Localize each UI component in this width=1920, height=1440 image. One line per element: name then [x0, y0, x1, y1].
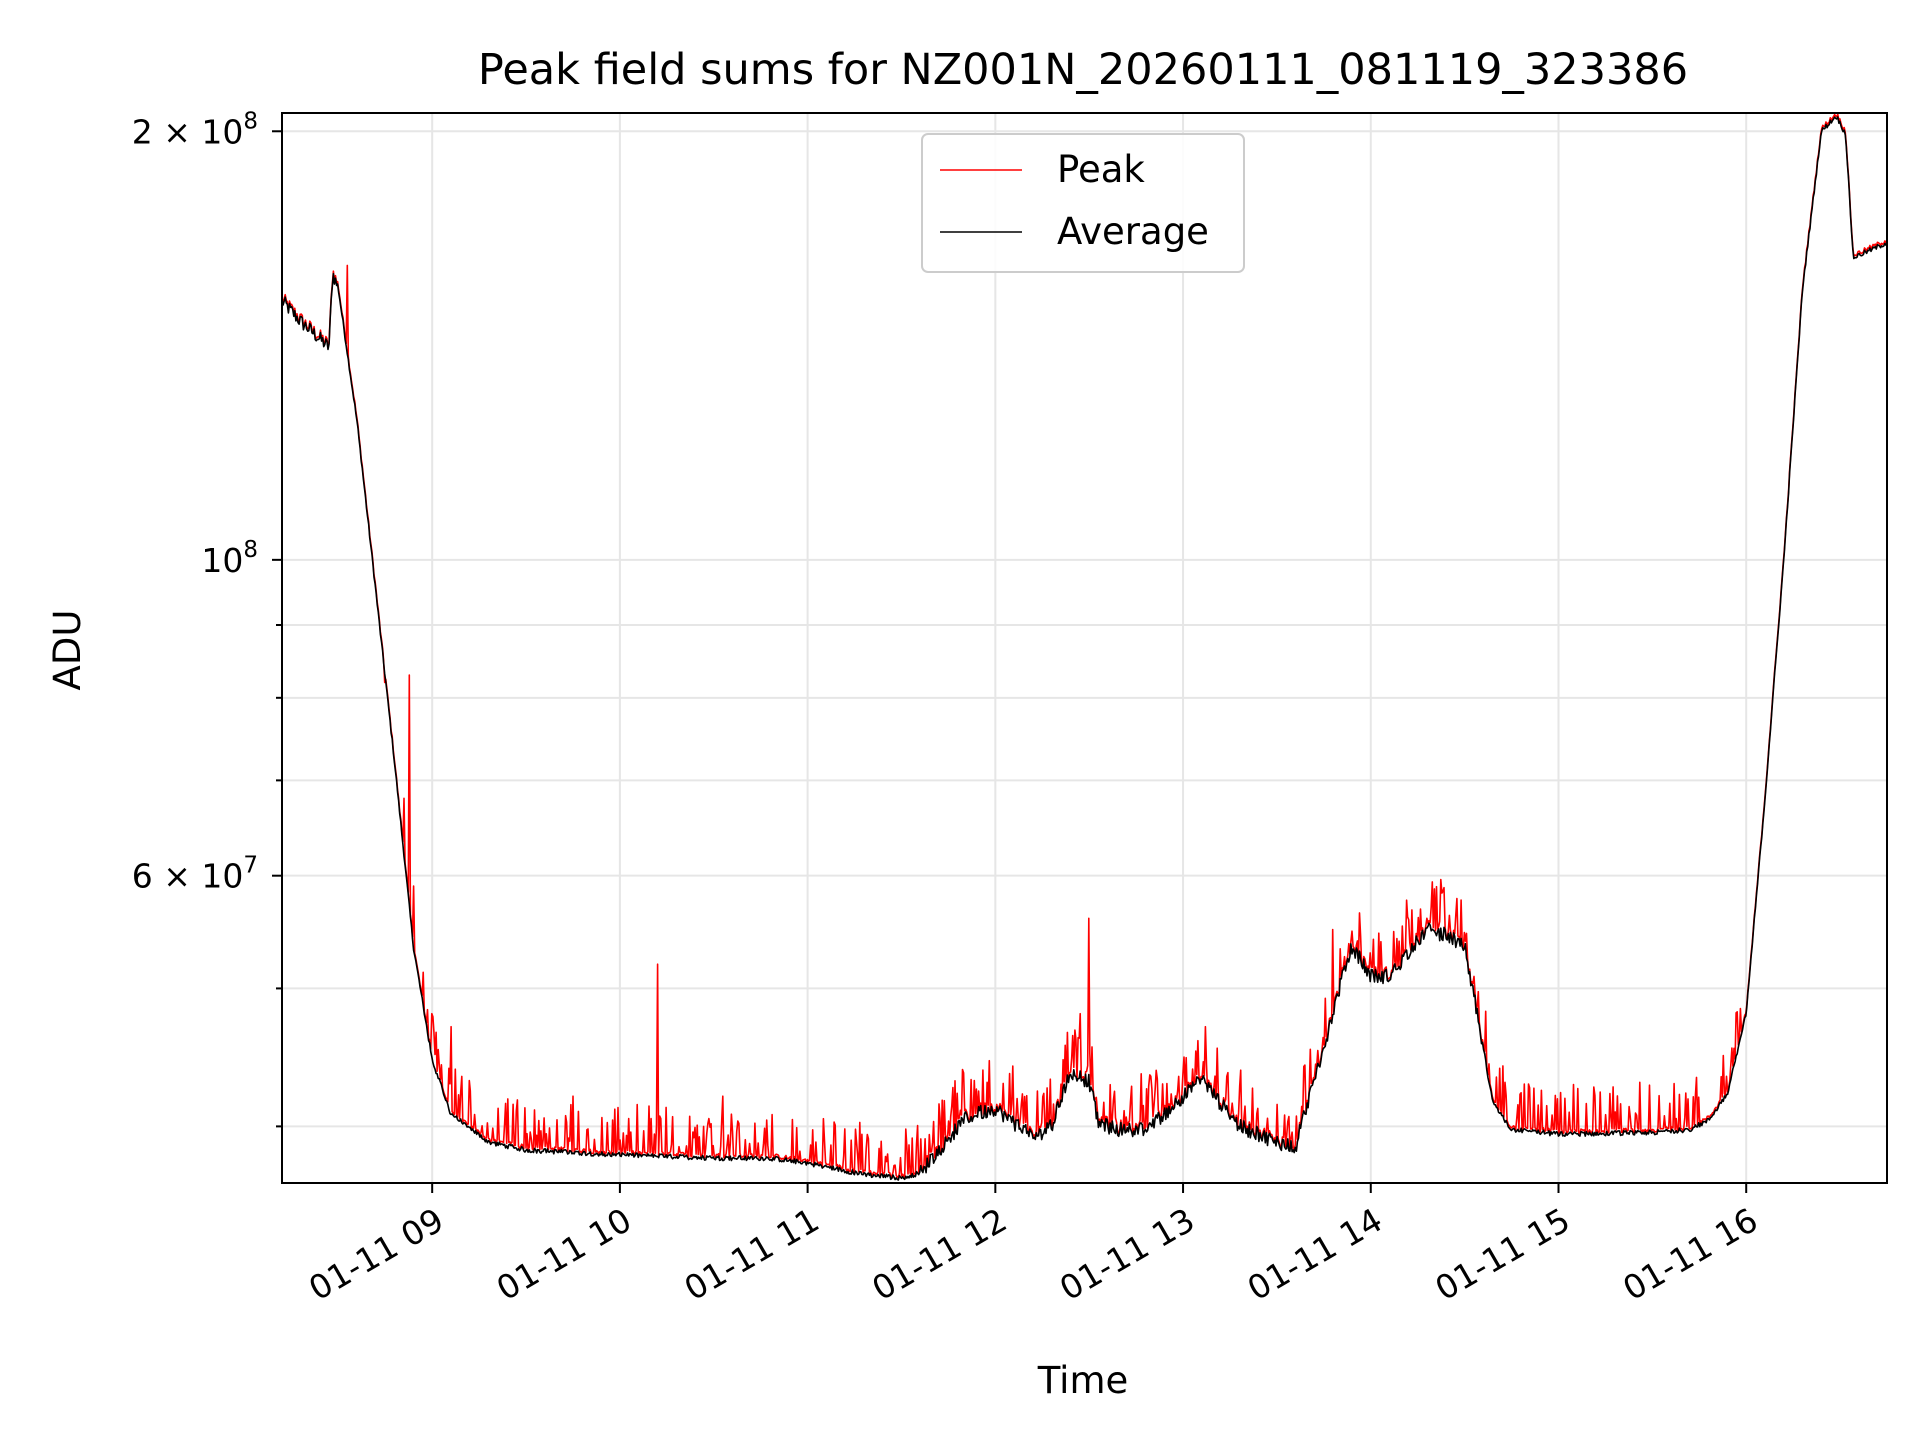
grid — [282, 113, 1887, 1183]
y-tick-label-base: 10 — [201, 541, 243, 580]
y-tick-label-exponent: 8 — [243, 108, 258, 134]
y-tick-label: 6 × 107 — [132, 853, 258, 896]
y-tick-label: 108 — [201, 537, 258, 580]
series-average — [281, 116, 1888, 1181]
plot-frame — [281, 112, 1888, 1184]
legend-box — [921, 133, 1245, 273]
legend-label-average: Average — [1057, 210, 1209, 253]
y-tick-label: 2 × 108 — [132, 108, 258, 151]
legend: Peak Average — [921, 133, 1245, 273]
y-tick-label-exponent: 7 — [243, 853, 258, 879]
y-tick-label-base: 6 × 10 — [132, 857, 244, 896]
x-axis-label: Time — [1037, 1359, 1129, 1402]
y-tick-label-exponent: 8 — [243, 537, 258, 563]
average-line — [281, 116, 1888, 1181]
chart-title: Peak field sums for NZ001N_20260111_0811… — [478, 45, 1688, 95]
legend-label-peak: Peak — [1057, 148, 1145, 191]
y-axis-label: ADU — [46, 610, 89, 691]
y-tick-label-base: 2 × 10 — [132, 112, 244, 151]
